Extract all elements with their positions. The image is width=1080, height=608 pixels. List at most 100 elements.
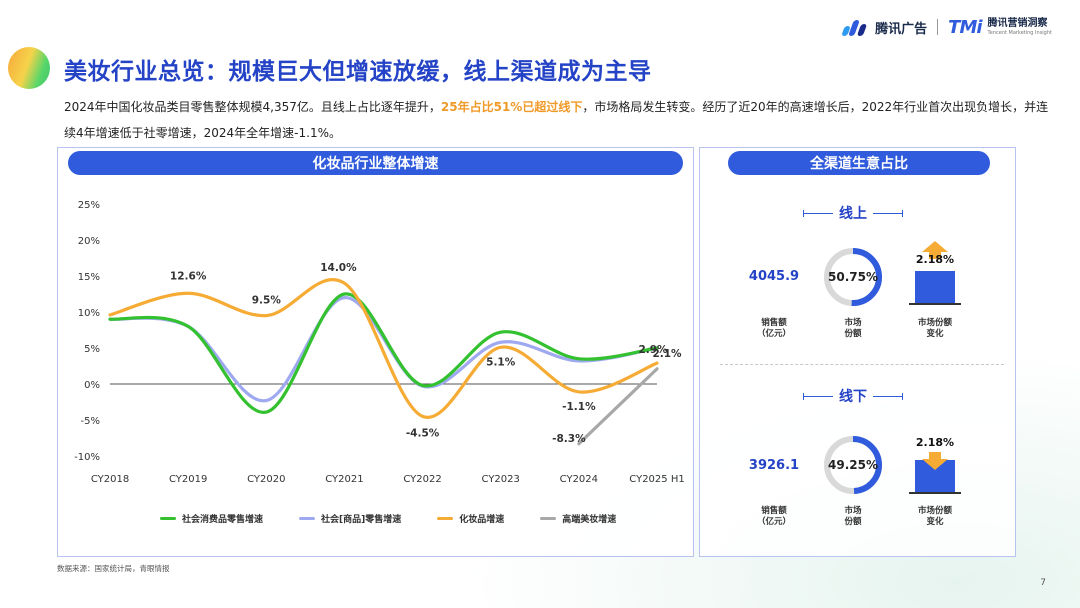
- section-divider: [720, 364, 1004, 365]
- change-label-2: 变化: [926, 329, 944, 339]
- online-share-change-bar: [915, 271, 955, 303]
- legend-swatch: [299, 517, 316, 520]
- x-tick-label: CY2025 H1: [629, 474, 684, 485]
- share-label-2: 份额: [844, 329, 862, 339]
- legend-item: 高端美妆增速: [540, 512, 616, 525]
- brand-name: 腾讯广告: [875, 21, 928, 37]
- share-label-1: 市场: [844, 506, 862, 516]
- intro-part-2: ，市场格局发生转变。经历了近20年的高速增长后，2022年行业首次出现负增长，并…: [64, 100, 1049, 140]
- online-heading: 线上: [797, 203, 909, 223]
- online-share-donut: 50.75%: [824, 248, 882, 306]
- data-label: -8.3%: [552, 433, 586, 445]
- chart-legend: 社会消费品零售增速 社会[商品]零售增速 化妆品增速 高端美妆增速: [160, 512, 616, 525]
- sales-label: 销售额: [761, 506, 787, 516]
- change-label-2: 变化: [926, 517, 944, 527]
- growth-chart-title: 化妆品行业整体增速: [68, 151, 683, 175]
- sales-unit: （亿元）: [756, 517, 791, 527]
- tmi-name: 腾讯营销洞察 Tencent Marketing Insight: [987, 17, 1052, 36]
- online-sales-value: 4045.9: [748, 269, 800, 284]
- data-label: -1.1%: [562, 401, 596, 413]
- legend-item: 化妆品增速: [437, 512, 504, 525]
- legend-label: 社会消费品零售增速: [182, 515, 264, 525]
- y-tick-label: 25%: [78, 200, 100, 211]
- data-label: 2.9%: [638, 344, 668, 356]
- share-label-2: 份额: [844, 517, 862, 527]
- offline-sales-value: 3926.1: [748, 458, 800, 473]
- x-tick-label: CY2019: [169, 474, 207, 485]
- change-label-1: 市场份额: [917, 318, 952, 328]
- intro-highlight: 25年占比51%已超过线下: [440, 100, 583, 114]
- online-share-label: 市场 份额: [832, 318, 874, 340]
- offline-share-value: 49.25%: [828, 458, 878, 472]
- title-decoration-icon: [8, 47, 50, 89]
- x-tick-label: CY2021: [325, 474, 363, 485]
- x-tick-label: CY2023: [482, 474, 520, 485]
- offline-share-donut: 49.25%: [824, 436, 882, 494]
- heading-line-left: [803, 392, 833, 400]
- arrow-down-icon: [922, 452, 948, 470]
- x-tick-label: CY2020: [247, 474, 285, 485]
- series-line: [108, 278, 659, 419]
- data-label: -4.5%: [406, 427, 440, 439]
- sales-unit: （亿元）: [756, 329, 791, 339]
- data-label: 14.0%: [320, 262, 357, 274]
- logo-divider: [937, 19, 939, 35]
- header-logos: 腾讯广告 TMi 腾讯营销洞察 Tencent Marketing Insigh…: [841, 16, 1052, 38]
- y-tick-label: -5%: [81, 416, 100, 427]
- y-tick-label: 15%: [78, 272, 100, 283]
- online-sales-label: 销售额 （亿元）: [739, 318, 809, 340]
- growth-line-chart: 25% 20% 15% 10% 5% 0% -5% -10% CY2018 CY2019 CY202…: [74, 200, 685, 485]
- heading-line-left: [803, 209, 833, 217]
- y-tick-label: 5%: [84, 344, 100, 355]
- tencent-ads-logo-icon: [841, 18, 869, 36]
- offline-sales-label: 销售额 （亿元）: [739, 506, 809, 528]
- data-label: 12.6%: [170, 270, 207, 282]
- legend-swatch: [437, 517, 454, 520]
- offline-change-label: 市场份额 变化: [905, 506, 965, 528]
- donut-fill: [824, 248, 882, 306]
- offline-share-label: 市场 份额: [832, 506, 874, 528]
- page-title: 美妆行业总览：规模巨大但增速放缓，线上渠道成为主导: [64, 59, 652, 85]
- offline-label: 线下: [839, 389, 867, 405]
- legend-label: 高端美妆增速: [562, 515, 617, 525]
- tmi-name-cn: 腾讯营销洞察: [987, 17, 1048, 29]
- intro-text: 2024年中国化妆品类目零售整体规模4,357亿。且线上占比逐年提升，25年占比…: [64, 94, 1054, 146]
- data-label: 9.5%: [252, 295, 282, 307]
- data-label: 5.1%: [486, 356, 516, 368]
- legend-swatch: [540, 517, 557, 520]
- data-label: 2.1%: [652, 348, 682, 360]
- online-share-value: 50.75%: [828, 270, 878, 284]
- arrow-up-icon: [922, 241, 948, 259]
- y-tick-label: 20%: [78, 236, 100, 247]
- tmi-logo: TMi: [948, 16, 982, 38]
- y-tick-label: -10%: [74, 452, 100, 463]
- heading-line-right: [873, 392, 903, 400]
- series-line: [577, 367, 659, 446]
- share-label-1: 市场: [844, 318, 862, 328]
- growth-chart-panel: [57, 147, 694, 557]
- legend-item: 社会[商品]零售增速: [299, 512, 401, 525]
- offline-heading: 线下: [797, 386, 909, 406]
- online-change-label: 市场份额 变化: [905, 318, 965, 340]
- x-tick-label: CY2024: [560, 474, 598, 485]
- intro-part-1: 2024年中国化妆品类目零售整体规模4,357亿。且线上占比逐年提升，: [64, 100, 441, 114]
- x-tick-label: CY2018: [91, 474, 129, 485]
- page-number: 7: [1040, 578, 1046, 588]
- legend-swatch: [160, 517, 176, 520]
- change-label-1: 市场份额: [917, 506, 952, 516]
- bar-baseline: [909, 303, 961, 305]
- y-tick-label: 0%: [84, 380, 100, 391]
- bar-baseline: [909, 492, 961, 494]
- series-line: [108, 292, 659, 414]
- x-tick-label: CY2022: [403, 474, 441, 485]
- offline-share-change-value: 2.18%: [915, 436, 955, 449]
- y-tick-label: 10%: [78, 308, 100, 319]
- heading-line-right: [873, 209, 903, 217]
- online-label: 线上: [839, 206, 867, 222]
- tmi-name-en: Tencent Marketing Insight: [987, 29, 1052, 36]
- donut-fill: [824, 436, 882, 494]
- online-share-change-value: 2.18%: [915, 253, 955, 266]
- sales-label: 销售额: [761, 318, 787, 328]
- data-source: 数据来源：国家统计局，青眼情报: [57, 564, 170, 573]
- legend-label: 社会[商品]零售增速: [321, 515, 402, 525]
